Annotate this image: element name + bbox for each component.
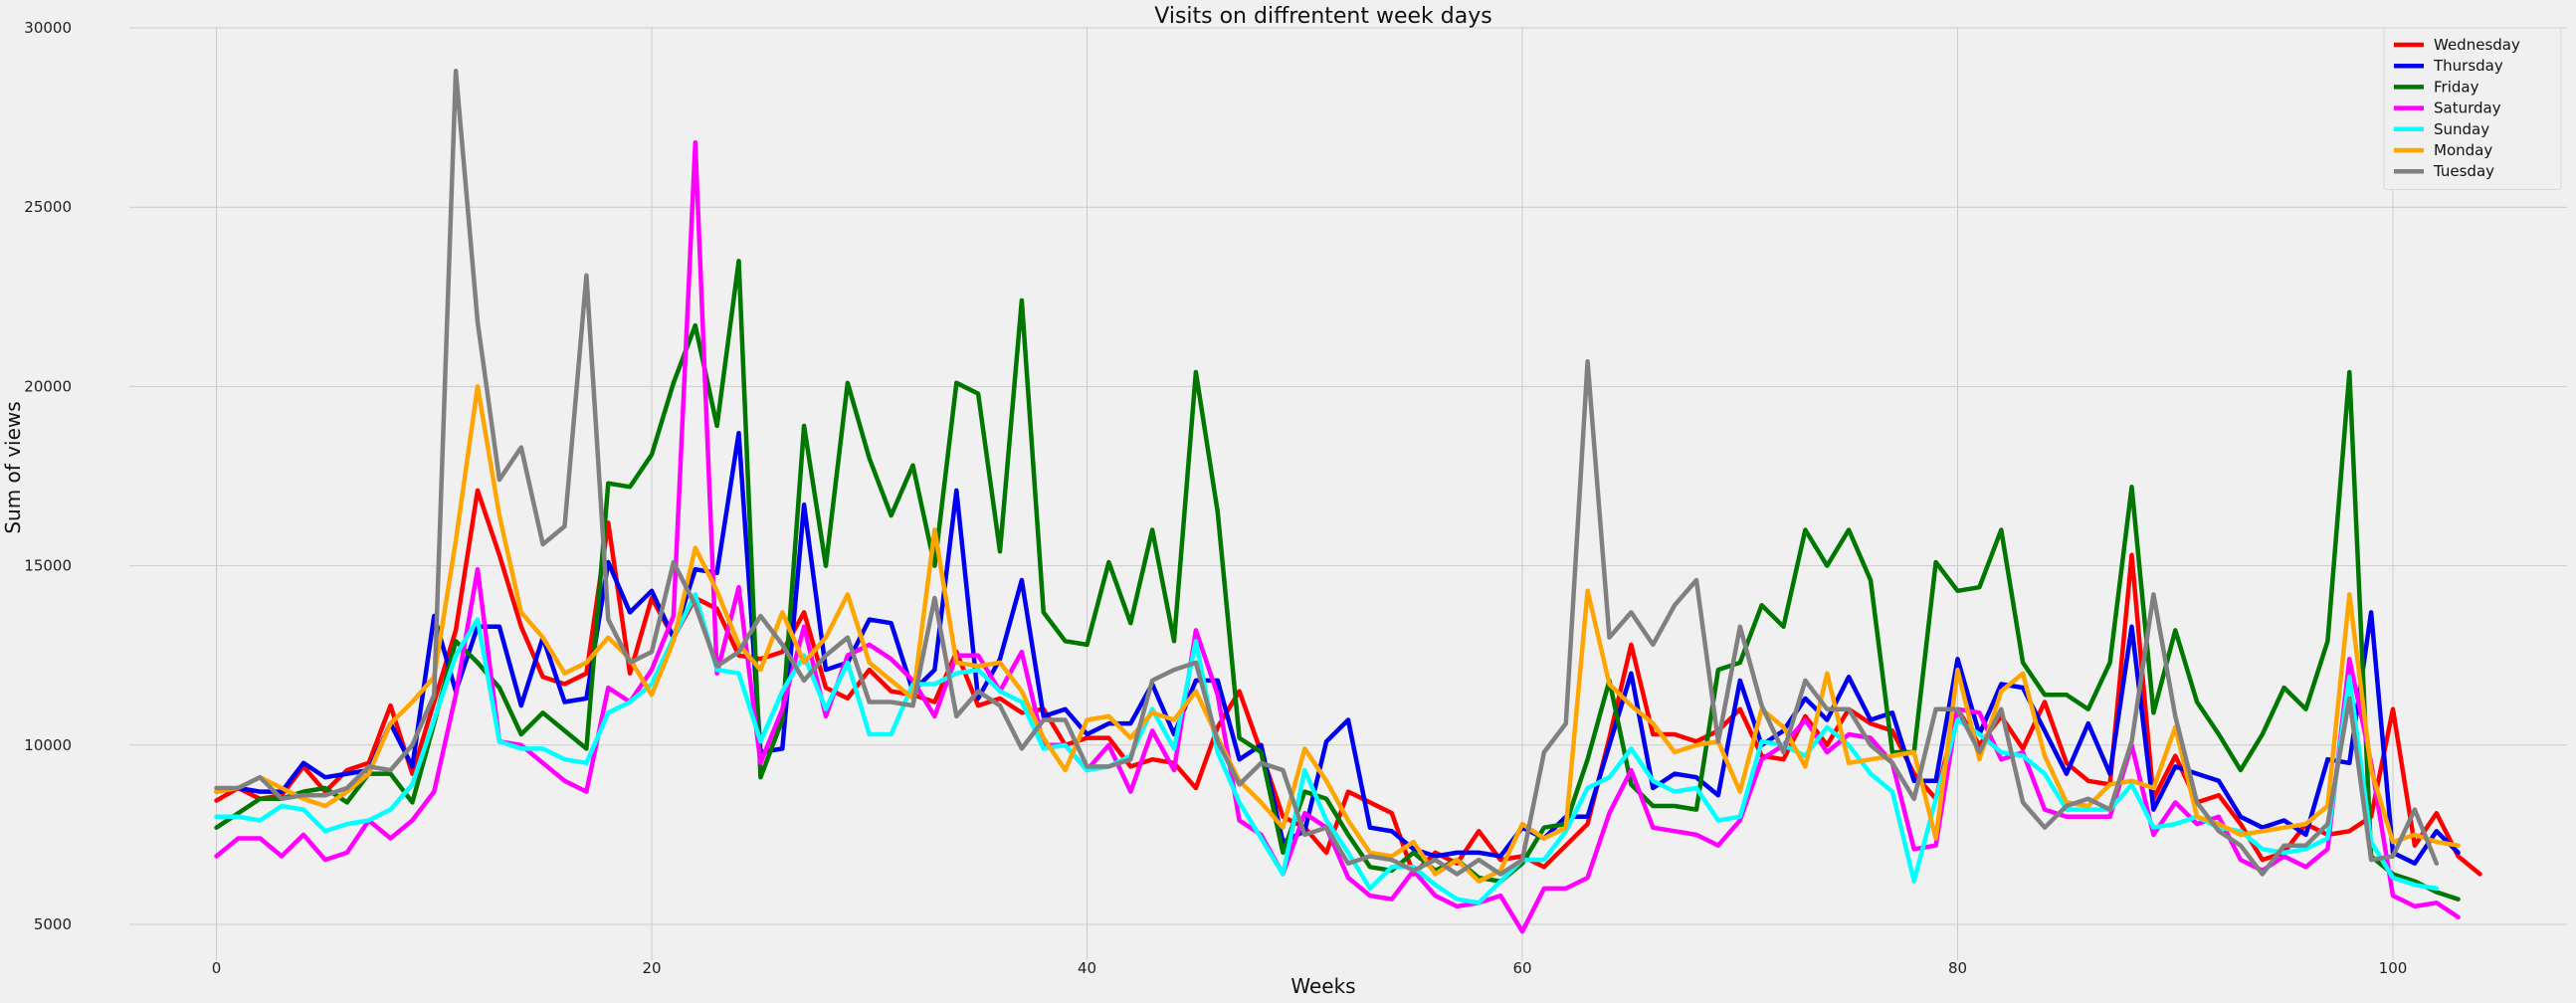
y-tick-label: 10000 [24,736,72,754]
legend-label: Friday [2434,78,2479,96]
x-axis-label: Weeks [1290,974,1355,998]
series-line-monday [214,384,2461,884]
y-tick-label: 20000 [24,377,72,395]
series-line-wednesday [214,488,2482,877]
legend-label: Wednesday [2434,36,2520,54]
x-tick-label: 100 [2379,959,2408,977]
x-tick-label: 80 [1948,959,1967,977]
series-line-friday [214,259,2461,902]
y-tick-label: 25000 [24,198,72,216]
x-tick-label: 20 [642,959,661,977]
axis-ticks: 5000 10000 15000 20000 25000 30000 0 20 40 60 80 10… [24,19,2407,977]
y-tick-label: 5000 [34,915,72,933]
legend-label: Sunday [2434,120,2489,138]
legend-label: Saturday [2434,100,2501,117]
legend-label: Tuesday [2433,162,2494,180]
legend-box [2383,27,2562,190]
y-tick-label: 15000 [24,557,72,575]
y-tick-label: 30000 [24,19,72,37]
x-tick-label: 0 [212,959,222,977]
series-line-tuesday [214,68,2440,877]
x-tick-label: 40 [1078,959,1096,977]
series-lines [214,68,2482,934]
x-tick-label: 60 [1512,959,1531,977]
legend: Wednesday Thursday Friday Saturday Sunday Mon… [2383,27,2562,190]
legend-label: Monday [2434,141,2492,159]
series-line-sunday [214,592,2440,905]
y-axis-label: Sum of views [1,401,25,533]
chart-title: Visits on diffrentent week days [1154,4,1491,29]
series-line-saturday [214,140,2461,934]
series-line-thursday [214,430,2461,866]
legend-label: Thursday [2433,57,2503,75]
